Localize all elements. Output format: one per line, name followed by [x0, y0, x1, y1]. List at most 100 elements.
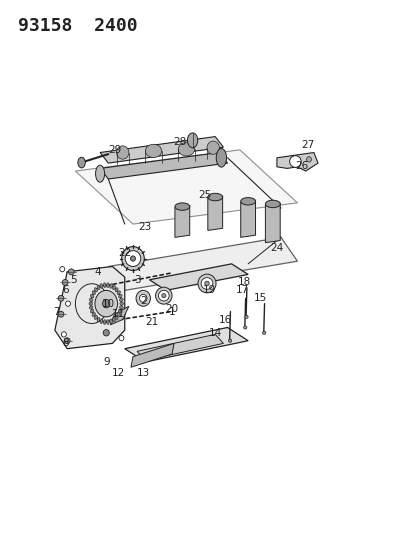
Ellipse shape [97, 318, 100, 322]
Ellipse shape [178, 143, 194, 156]
Text: 23: 23 [138, 222, 152, 232]
Ellipse shape [216, 149, 226, 167]
Ellipse shape [90, 294, 94, 298]
Polygon shape [175, 206, 189, 237]
Text: 9: 9 [103, 357, 109, 367]
Text: 24: 24 [270, 243, 283, 253]
Ellipse shape [197, 274, 216, 293]
Ellipse shape [94, 288, 97, 292]
Polygon shape [55, 266, 124, 349]
Polygon shape [100, 152, 227, 179]
Ellipse shape [139, 294, 147, 302]
Ellipse shape [62, 279, 68, 285]
Text: 17: 17 [235, 285, 248, 295]
Polygon shape [207, 196, 222, 230]
Text: 6: 6 [62, 285, 68, 295]
Text: 27: 27 [300, 140, 313, 150]
Ellipse shape [103, 283, 106, 287]
Polygon shape [240, 200, 255, 237]
Ellipse shape [118, 310, 122, 313]
Polygon shape [131, 343, 174, 367]
Text: 16: 16 [218, 314, 232, 325]
Ellipse shape [289, 156, 300, 167]
Ellipse shape [121, 247, 144, 270]
Ellipse shape [244, 316, 247, 318]
Ellipse shape [201, 278, 212, 289]
Ellipse shape [207, 193, 222, 201]
Text: 3: 3 [133, 274, 140, 285]
Text: 22: 22 [118, 248, 131, 259]
Ellipse shape [112, 285, 115, 290]
Ellipse shape [65, 301, 70, 306]
Ellipse shape [262, 331, 265, 334]
Ellipse shape [175, 203, 189, 211]
Ellipse shape [161, 294, 166, 298]
Ellipse shape [119, 335, 123, 341]
Ellipse shape [117, 313, 120, 317]
Text: 2: 2 [140, 296, 146, 306]
Ellipse shape [119, 306, 123, 309]
Text: 21: 21 [145, 317, 158, 327]
Text: 19: 19 [202, 285, 215, 295]
Polygon shape [100, 136, 223, 163]
Ellipse shape [125, 251, 140, 266]
Text: 13: 13 [136, 368, 150, 377]
Text: 4: 4 [95, 267, 101, 277]
Ellipse shape [145, 144, 161, 158]
Text: 7: 7 [53, 306, 60, 317]
Ellipse shape [206, 141, 219, 155]
Ellipse shape [89, 298, 93, 301]
Ellipse shape [61, 332, 66, 337]
Text: 18: 18 [237, 277, 250, 287]
Text: 15: 15 [253, 293, 266, 303]
Text: 93158  2400: 93158 2400 [18, 17, 137, 35]
Polygon shape [137, 334, 223, 360]
Ellipse shape [89, 302, 93, 305]
Ellipse shape [100, 284, 102, 288]
Ellipse shape [103, 329, 109, 336]
Text: 5: 5 [70, 274, 76, 285]
Ellipse shape [112, 318, 115, 322]
Ellipse shape [89, 306, 93, 309]
Ellipse shape [240, 198, 255, 205]
Polygon shape [149, 264, 247, 290]
Ellipse shape [90, 310, 94, 313]
Ellipse shape [102, 300, 110, 308]
Ellipse shape [95, 165, 104, 182]
Ellipse shape [118, 294, 122, 298]
Ellipse shape [116, 146, 128, 159]
Ellipse shape [115, 288, 118, 292]
Ellipse shape [68, 269, 74, 274]
Text: 10: 10 [102, 298, 114, 309]
Ellipse shape [107, 320, 109, 325]
Ellipse shape [64, 338, 70, 344]
Polygon shape [75, 150, 297, 224]
Ellipse shape [119, 298, 123, 301]
Text: 25: 25 [198, 190, 211, 200]
Ellipse shape [109, 284, 112, 288]
Text: 1: 1 [169, 306, 175, 317]
Ellipse shape [204, 281, 209, 286]
Polygon shape [110, 306, 128, 325]
Ellipse shape [94, 316, 97, 319]
Ellipse shape [107, 283, 109, 287]
Ellipse shape [119, 302, 123, 305]
Ellipse shape [306, 157, 311, 162]
Ellipse shape [59, 266, 64, 272]
Text: 20: 20 [165, 304, 178, 314]
Text: 29: 29 [108, 145, 121, 155]
Ellipse shape [109, 319, 112, 324]
Text: 11: 11 [112, 309, 125, 319]
Ellipse shape [228, 339, 231, 342]
Ellipse shape [100, 319, 102, 324]
Ellipse shape [187, 133, 197, 148]
Ellipse shape [92, 291, 95, 295]
Ellipse shape [95, 290, 117, 317]
Polygon shape [124, 327, 247, 362]
Ellipse shape [265, 200, 280, 208]
Ellipse shape [103, 320, 106, 325]
Ellipse shape [97, 285, 100, 290]
Text: 8: 8 [62, 338, 68, 349]
Ellipse shape [78, 157, 85, 168]
Ellipse shape [158, 290, 169, 301]
